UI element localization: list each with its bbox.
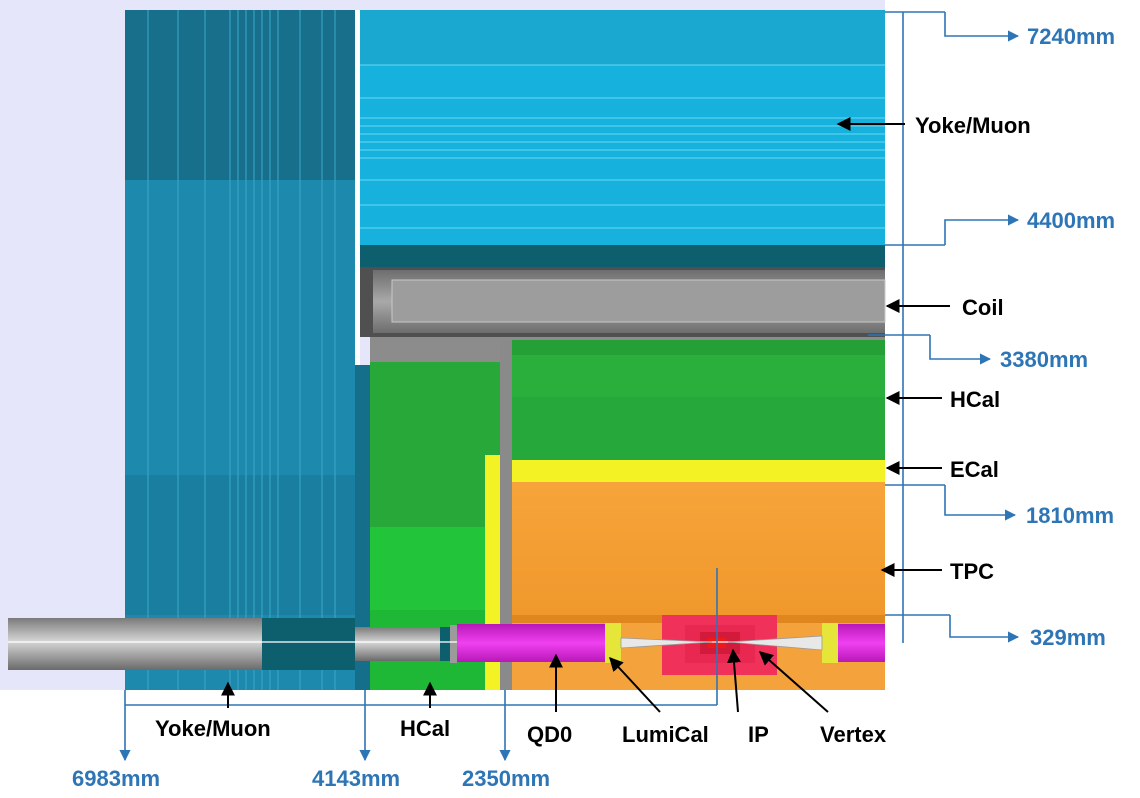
label-ip: IP <box>748 722 769 747</box>
dim-label-6983: 6983mm <box>72 766 161 791</box>
dim-label-7240: 7240mm <box>1027 24 1116 49</box>
dim-arrow-3380 <box>929 335 992 365</box>
yoke-endcap <box>125 10 370 690</box>
dim-arrow-329 <box>949 615 1020 643</box>
label-coil: Coil <box>962 295 1004 320</box>
arrow-lumical <box>609 656 661 713</box>
label-qd0: QD0 <box>527 722 573 747</box>
label-yoke-muon-bottom: Yoke/Muon <box>155 716 271 741</box>
dim-label-4400: 4400mm <box>1027 208 1116 233</box>
dim-arrow-7240 <box>944 12 1020 42</box>
label-hcal-bottom: HCal <box>400 716 451 741</box>
arrow-ip <box>727 648 741 713</box>
dim-label-329: 329mm <box>1030 625 1106 650</box>
label-vertex: Vertex <box>820 722 887 747</box>
dim-arrow-4400 <box>944 214 1020 245</box>
support-wall <box>500 340 512 690</box>
dim-label-2350: 2350mm <box>462 766 551 791</box>
qd0-right <box>838 624 885 662</box>
tpc <box>512 482 885 615</box>
yoke-barrel <box>360 10 885 267</box>
ecal-barrel <box>512 460 885 482</box>
label-lumical: LumiCal <box>622 722 709 747</box>
qd0-left <box>457 624 605 662</box>
beam-cone-left <box>620 637 713 649</box>
label-hcal-right: HCal <box>950 387 1001 412</box>
coil <box>360 267 886 337</box>
beam-pipe <box>8 618 885 670</box>
beam-cone-right <box>727 635 823 651</box>
arrow-vertex <box>758 651 829 713</box>
hcal-barrel <box>512 340 885 460</box>
label-yoke-muon-right: Yoke/Muon <box>915 113 1031 138</box>
dim-arrow-1810 <box>944 485 1017 521</box>
label-tpc: TPC <box>950 559 994 584</box>
dim-label-1810: 1810mm <box>1026 503 1115 528</box>
dim-label-4143: 4143mm <box>312 766 401 791</box>
lumical-left <box>605 623 621 663</box>
lumical-right <box>822 623 838 663</box>
dim-label-3380: 3380mm <box>1000 347 1089 372</box>
ip-region <box>662 615 777 675</box>
label-ecal: ECal <box>950 457 999 482</box>
